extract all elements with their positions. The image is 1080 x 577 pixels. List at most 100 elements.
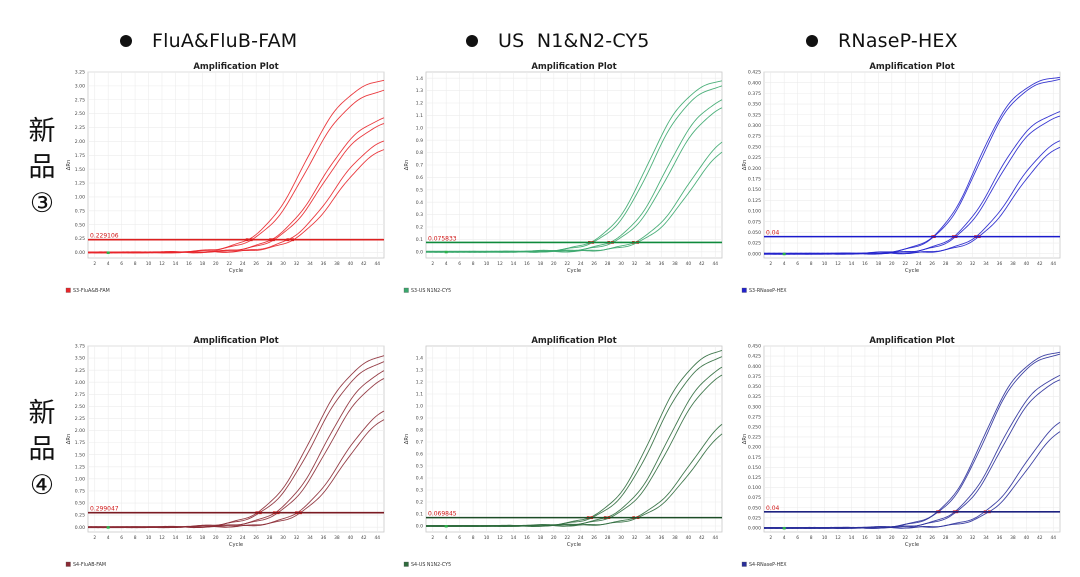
- x-tick-label: 32: [294, 535, 300, 541]
- y-tick-label: 0.175: [748, 455, 761, 461]
- amplification-plot-s4-rnasep: Amplification Plot 0.000 0.025 0.050 0.075 0.…: [741, 336, 1061, 568]
- y-tick-label: 0.4: [416, 476, 423, 482]
- x-tick-label: 18: [538, 535, 544, 541]
- amplification-curve: [763, 146, 1061, 255]
- y-tick-label: 0.2: [416, 500, 423, 506]
- column-header-label: US N1&N2-CY5: [498, 30, 650, 52]
- x-tick-label: 40: [1024, 535, 1030, 541]
- y-tick-label: 0.225: [748, 155, 761, 161]
- y-tick-label: 1.2: [416, 380, 423, 386]
- threshold-label: 0.069845: [428, 511, 457, 518]
- y-tick-label: 0.450: [748, 344, 761, 350]
- bullet-icon: [806, 35, 818, 47]
- x-tick-label: 28: [943, 261, 949, 267]
- x-axis-label: Cycle: [229, 542, 243, 548]
- y-tick-label: 0.250: [748, 424, 761, 430]
- y-tick-label: 0.025: [748, 515, 761, 521]
- y-tick-label: 0.400: [748, 80, 761, 86]
- y-tick-label: 0.200: [748, 166, 761, 172]
- x-tick-label: 42: [1037, 535, 1043, 541]
- x-axis-label: Cycle: [567, 542, 581, 548]
- x-tick-label: 2: [93, 261, 96, 267]
- plot-area: [763, 345, 1061, 533]
- y-tick-label: 0.000: [748, 251, 761, 257]
- x-tick-label: 2: [431, 261, 434, 267]
- x-tick-label: 16: [186, 535, 192, 541]
- x-tick-label: 28: [267, 261, 273, 267]
- x-tick-label: 16: [524, 535, 530, 541]
- y-tick-label: 2.25: [75, 416, 85, 422]
- row-label-4: 新 品 ④: [24, 396, 60, 504]
- x-tick-label: 26: [591, 261, 597, 267]
- y-tick-label: 0.00: [75, 525, 85, 531]
- x-tick-label: 6: [458, 261, 461, 267]
- y-tick-label: 1.3: [416, 368, 423, 374]
- y-tick-label: 0.050: [748, 505, 761, 511]
- x-tick-label: 34: [645, 261, 651, 267]
- y-tick-label: 0.350: [748, 102, 761, 108]
- bullet-icon: [120, 35, 132, 47]
- x-axis-label: Cycle: [905, 268, 919, 274]
- x-tick-label: 22: [564, 261, 570, 267]
- x-tick-label: 18: [200, 535, 206, 541]
- x-tick-label: 34: [645, 535, 651, 541]
- x-tick-label: 12: [835, 535, 841, 541]
- y-tick-label: 0.125: [748, 475, 761, 481]
- x-tick-label: 8: [810, 535, 813, 541]
- x-tick-label: 36: [321, 261, 327, 267]
- x-tick-label: 16: [524, 261, 530, 267]
- x-tick-label: 14: [511, 261, 517, 267]
- y-tick-label: 0.9: [416, 138, 423, 144]
- y-axis-label: ΔRn: [742, 160, 748, 170]
- y-tick-label: 0.4: [416, 200, 423, 206]
- y-tick-label: 0.1: [416, 512, 423, 518]
- baseline-marker: [782, 526, 786, 530]
- x-tick-label: 4: [783, 535, 786, 541]
- x-tick-label: 38: [1010, 261, 1016, 267]
- y-tick-label: 1.00: [75, 195, 85, 201]
- legend-label: S3-RNaseP-HEX: [749, 288, 787, 294]
- amplification-plot-s3-rnasep: Amplification Plot 0.000 0.025 0.050 0.075 0.…: [741, 62, 1061, 294]
- y-tick-label: 2.50: [75, 404, 85, 410]
- x-tick-label: 30: [956, 261, 962, 267]
- x-tick-label: 24: [578, 535, 584, 541]
- x-tick-label: 10: [822, 261, 828, 267]
- legend-swatch: [741, 561, 747, 567]
- legend-label: S4-FluAB-FAM: [73, 562, 106, 568]
- y-axis-label: ΔRn: [66, 434, 72, 444]
- row-label-char: ④: [29, 470, 55, 501]
- x-axis-label: Cycle: [905, 542, 919, 548]
- y-tick-label: 0.5: [416, 464, 423, 470]
- x-tick-label: 14: [173, 261, 179, 267]
- x-tick-label: 8: [810, 261, 813, 267]
- threshold-label: 0.229106: [90, 233, 119, 240]
- threshold-label: 0.04: [766, 230, 780, 237]
- x-tick-label: 24: [916, 261, 922, 267]
- y-tick-label: 3.50: [75, 356, 85, 362]
- y-tick-label: 0.350: [748, 384, 761, 390]
- x-tick-label: 44: [1050, 261, 1056, 267]
- y-tick-label: 0.225: [748, 435, 761, 441]
- chart-title: Amplification Plot: [193, 336, 278, 346]
- amplification-curve: [425, 151, 723, 253]
- x-tick-label: 4: [445, 535, 448, 541]
- y-tick-label: 1.75: [75, 440, 85, 446]
- y-tick-label: 0.150: [748, 187, 761, 193]
- x-tick-label: 40: [348, 535, 354, 541]
- x-tick-label: 34: [983, 535, 989, 541]
- x-tick-label: 14: [173, 535, 179, 541]
- x-tick-label: 18: [538, 261, 544, 267]
- x-tick-label: 16: [862, 261, 868, 267]
- column-header-label: FluA&FluB-FAM: [152, 30, 298, 52]
- x-tick-label: 30: [280, 261, 286, 267]
- x-tick-label: 26: [591, 535, 597, 541]
- y-tick-label: 1.1: [416, 392, 423, 398]
- y-tick-label: 0.175: [748, 176, 761, 182]
- x-tick-label: 20: [213, 535, 219, 541]
- baseline-marker: [106, 526, 110, 529]
- y-tick-label: 1.3: [416, 88, 423, 94]
- x-tick-label: 32: [970, 535, 976, 541]
- x-tick-label: 20: [551, 261, 557, 267]
- x-tick-label: 26: [929, 535, 935, 541]
- y-tick-label: 0.425: [748, 70, 761, 76]
